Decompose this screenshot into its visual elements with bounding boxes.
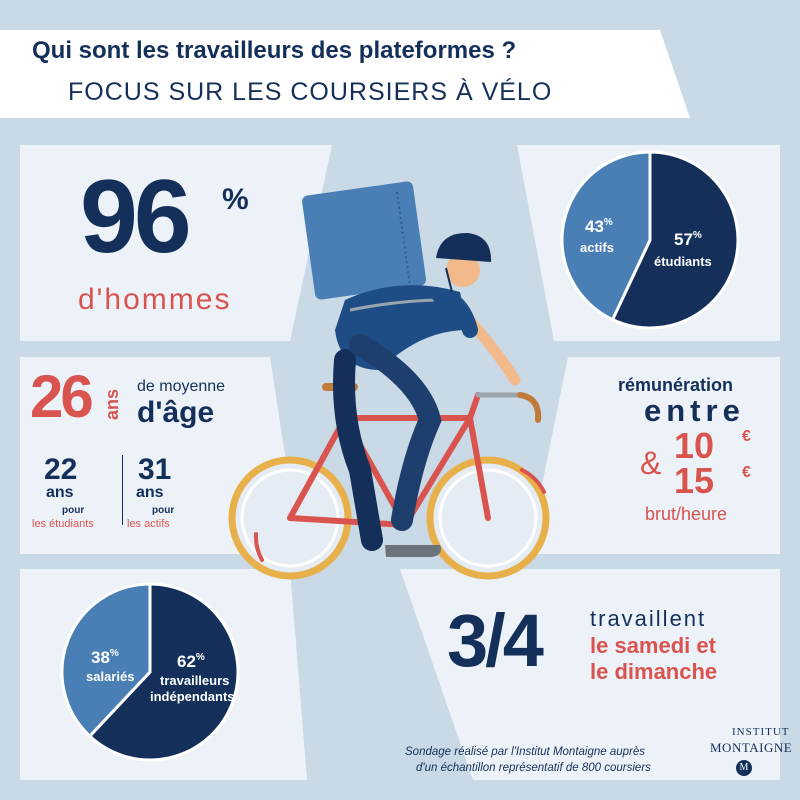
cyclist-illustration [228, 181, 550, 580]
pay-low-value: 10 [674, 425, 715, 466]
status-slice-value-etudiants: 57% [674, 230, 702, 249]
age-workers-pour: pour [152, 505, 175, 516]
age-workers-label: les actifs [127, 518, 170, 530]
age-workers-value: 31 [138, 453, 172, 486]
brand-line2: MONTAIGNE [710, 740, 793, 755]
contract-pie-slice-0 [87, 582, 240, 762]
contract-slice-label-line2: indépendants [150, 689, 235, 704]
gender-percent-sign: % [222, 183, 249, 216]
survey-note-line1: Sondage réalisé par l'Institut Montaigne… [405, 746, 646, 758]
brand-monogram-icon: M [736, 760, 752, 776]
rider-leg-front [349, 334, 442, 531]
header-band [0, 30, 690, 118]
status-slice-label-actifs: actifs [580, 240, 614, 255]
delivery-backpack [302, 181, 427, 300]
rider-leg-back [333, 349, 383, 551]
status-slice-value-actifs: 43% [585, 217, 613, 236]
age-divider [122, 455, 123, 525]
age-students-pour: pour [62, 505, 85, 516]
age-value: 26 [30, 363, 94, 430]
gender-value: 96 [80, 159, 192, 275]
helmet-icon [436, 232, 492, 262]
age-workers-unit: ans [136, 484, 164, 501]
age-students-value: 22 [44, 453, 78, 486]
pay-high-currency: € [742, 464, 751, 481]
weekend-caption-line3: le dimanche [590, 659, 718, 684]
pay-caption-line2: entre [644, 393, 745, 428]
survey-note-line2: d'un échantillon représentatif de 800 co… [416, 762, 651, 774]
contract-pie-chart: 38% salariés 62% travailleurs indépendan… [60, 582, 240, 762]
pay-caption-line1: rémunération [618, 375, 734, 395]
age-caption-line1: de moyenne [137, 378, 226, 395]
age-unit: ans [102, 388, 122, 420]
contract-slice-value-salaries: 38% [91, 648, 119, 667]
status-pie-slice-1 [560, 150, 652, 322]
status-pie-chart: 43% actifs 57% étudiants [560, 150, 740, 330]
pay-unit: brut/heure [645, 504, 728, 524]
status-pie-slice-0 [610, 150, 740, 330]
weekend-caption-line1: travaillent [590, 606, 707, 631]
weekend-value: 3/4 [447, 599, 544, 682]
age-caption-line2: d'âge [137, 396, 215, 429]
age-students-unit: ans [46, 484, 74, 501]
page-title: Qui sont les travailleurs des plateforme… [32, 37, 517, 64]
gender-panel [20, 145, 332, 341]
pay-ampersand: & [640, 445, 662, 481]
pay-panel [528, 357, 780, 554]
gender-label: d'hommes [78, 283, 232, 316]
rider-head [446, 253, 480, 287]
pay-low-currency: € [742, 428, 751, 445]
contract-slice-label-salaries: salariés [86, 669, 134, 684]
age-students-label: les étudiants [32, 518, 94, 530]
status-slice-label-etudiants: étudiants [654, 254, 712, 269]
weekend-panel [400, 569, 780, 780]
contract-pie-slice-1 [60, 582, 152, 739]
contract-slice-label-line1: travailleurs [160, 673, 229, 688]
pay-high-value: 15 [674, 460, 715, 501]
weekend-caption-line2: le samedi et [590, 633, 716, 658]
brand-line1: INSTITUT [732, 726, 790, 738]
contract-slice-value-independants: 62% [177, 652, 205, 671]
page-subtitle: FOCUS SUR LES COURSIERS À VÉLO [68, 78, 553, 106]
